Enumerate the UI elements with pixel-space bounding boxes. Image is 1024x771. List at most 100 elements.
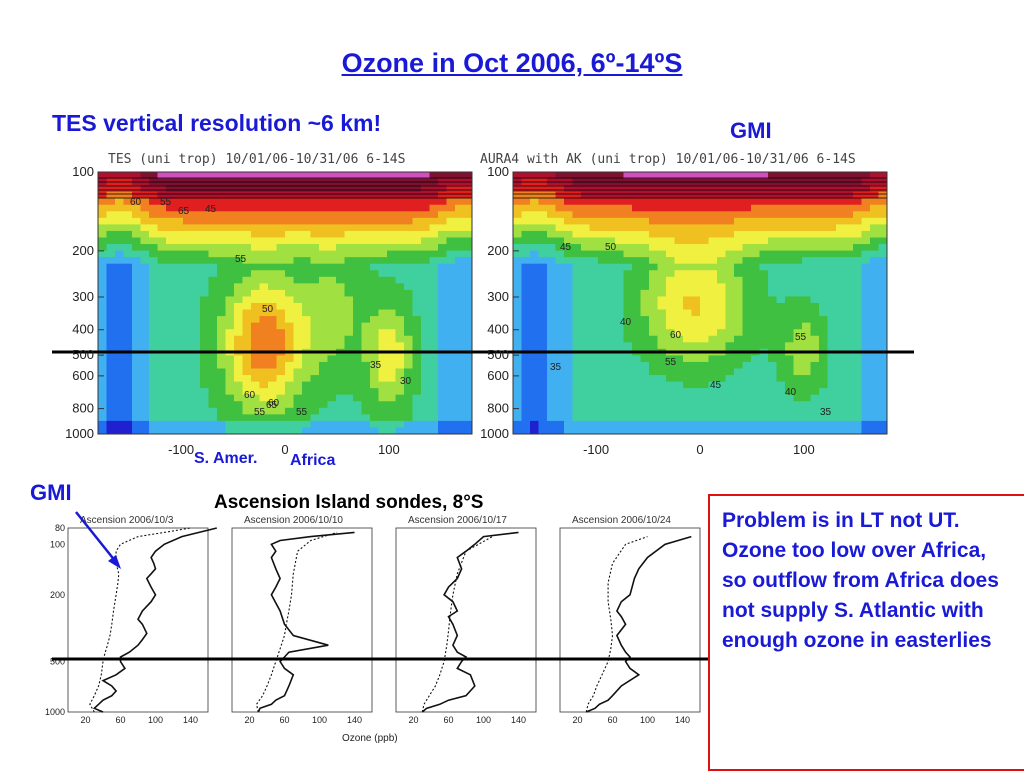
contour-cell: [606, 172, 616, 180]
contour-cell: [395, 224, 405, 232]
contour-cell: [387, 237, 397, 245]
contour-cell: [208, 401, 218, 409]
contour-cell: [446, 388, 456, 396]
contour-cell: [421, 342, 431, 350]
contour-cell: [768, 237, 778, 245]
contour-cell: [691, 296, 701, 304]
contour-cell: [183, 355, 193, 363]
contour-cell: [361, 342, 371, 350]
contour-cell: [768, 211, 778, 219]
contour-cell: [555, 244, 565, 252]
contour-cell: [674, 204, 684, 212]
contour-cell: [123, 316, 133, 324]
contour-cell: [708, 394, 718, 402]
contour-cell: [589, 172, 599, 180]
contour-cell: [302, 250, 312, 258]
contour-cell: [615, 322, 625, 330]
contour-cell: [404, 303, 414, 311]
contour-cell: [361, 375, 371, 383]
contour-cell: [463, 224, 472, 232]
contour-cell: [370, 316, 380, 324]
contour-cell: [208, 204, 218, 212]
contour-cell: [700, 329, 710, 337]
contour-cell: [268, 342, 278, 350]
contour-cell: [438, 204, 448, 212]
contour-cell: [623, 257, 633, 265]
contour-cell: [157, 401, 167, 409]
contour-cell: [581, 185, 591, 193]
contour-cell: [208, 237, 218, 245]
contour-cell: [438, 394, 448, 402]
contour-cell: [521, 355, 531, 363]
contour-cell: [242, 224, 252, 232]
contour-cell: [598, 191, 608, 199]
contour-cell: [412, 375, 422, 383]
contour-cell: [513, 394, 523, 402]
contour-cell: [606, 388, 616, 396]
contour-cell: [319, 388, 329, 396]
contour-cell: [353, 381, 363, 389]
contour-cell: [530, 414, 540, 422]
contour-cell: [387, 388, 397, 396]
contour-cell: [674, 257, 684, 265]
contour-cell: [785, 401, 795, 409]
contour-cell: [310, 303, 320, 311]
contour-label: 55: [254, 407, 266, 418]
contour-cell: [700, 407, 710, 415]
contour-cell: [861, 211, 871, 219]
contour-cell: [429, 335, 439, 343]
contour-cell: [268, 172, 278, 180]
contour-cell: [353, 335, 363, 343]
contour-cell: [463, 309, 472, 317]
contour-cell: [370, 211, 380, 219]
contour-cell: [793, 172, 803, 180]
x-tick-label: 100: [793, 442, 815, 457]
contour-cell: [572, 322, 582, 330]
contour-cell: [327, 381, 337, 389]
contour-cell: [844, 191, 854, 199]
contour-cell: [404, 289, 414, 298]
contour-cell: [870, 283, 880, 291]
contour-cell: [530, 283, 540, 291]
contour-cell: [106, 204, 116, 212]
contour-cell: [853, 335, 863, 343]
contour-cell: [521, 309, 531, 317]
contour-cell: [412, 217, 422, 225]
contour-cell: [319, 263, 329, 271]
contour-cell: [242, 237, 252, 245]
contour-cell: [259, 401, 269, 409]
contour-cell: [819, 237, 829, 245]
contour-cell: [717, 289, 727, 298]
contour-cell: [455, 230, 465, 239]
contour-cell: [776, 224, 786, 232]
contour-cell: [589, 303, 599, 311]
contour-cell: [861, 270, 871, 278]
contour-cell: [785, 257, 795, 265]
contour-cell: [370, 230, 380, 239]
contour-cell: [836, 211, 846, 219]
contour-cell: [870, 250, 880, 258]
contour-cell: [802, 211, 812, 219]
contour-cell: [521, 172, 531, 180]
contour-cell: [319, 309, 329, 317]
contour-cell: [657, 204, 667, 212]
sonde-x-tick-label: 100: [312, 715, 327, 725]
contour-cell: [225, 283, 235, 291]
contour-cell: [412, 414, 422, 422]
contour-cell: [310, 237, 320, 245]
contour-cell: [530, 335, 540, 343]
contour-cell: [768, 355, 778, 363]
contour-cell: [632, 211, 642, 219]
contour-cell: [455, 217, 465, 225]
contour-cell: [387, 329, 397, 337]
contour-cell: [293, 244, 303, 252]
contour-cell: [183, 191, 193, 199]
contour-cell: [878, 342, 887, 350]
contour-cell: [640, 394, 650, 402]
contour-cell: [564, 224, 574, 232]
contour-cell: [734, 289, 744, 298]
contour-cell: [412, 355, 422, 363]
contour-cell: [463, 388, 472, 396]
contour-cell: [225, 368, 235, 376]
contour-cell: [793, 185, 803, 193]
